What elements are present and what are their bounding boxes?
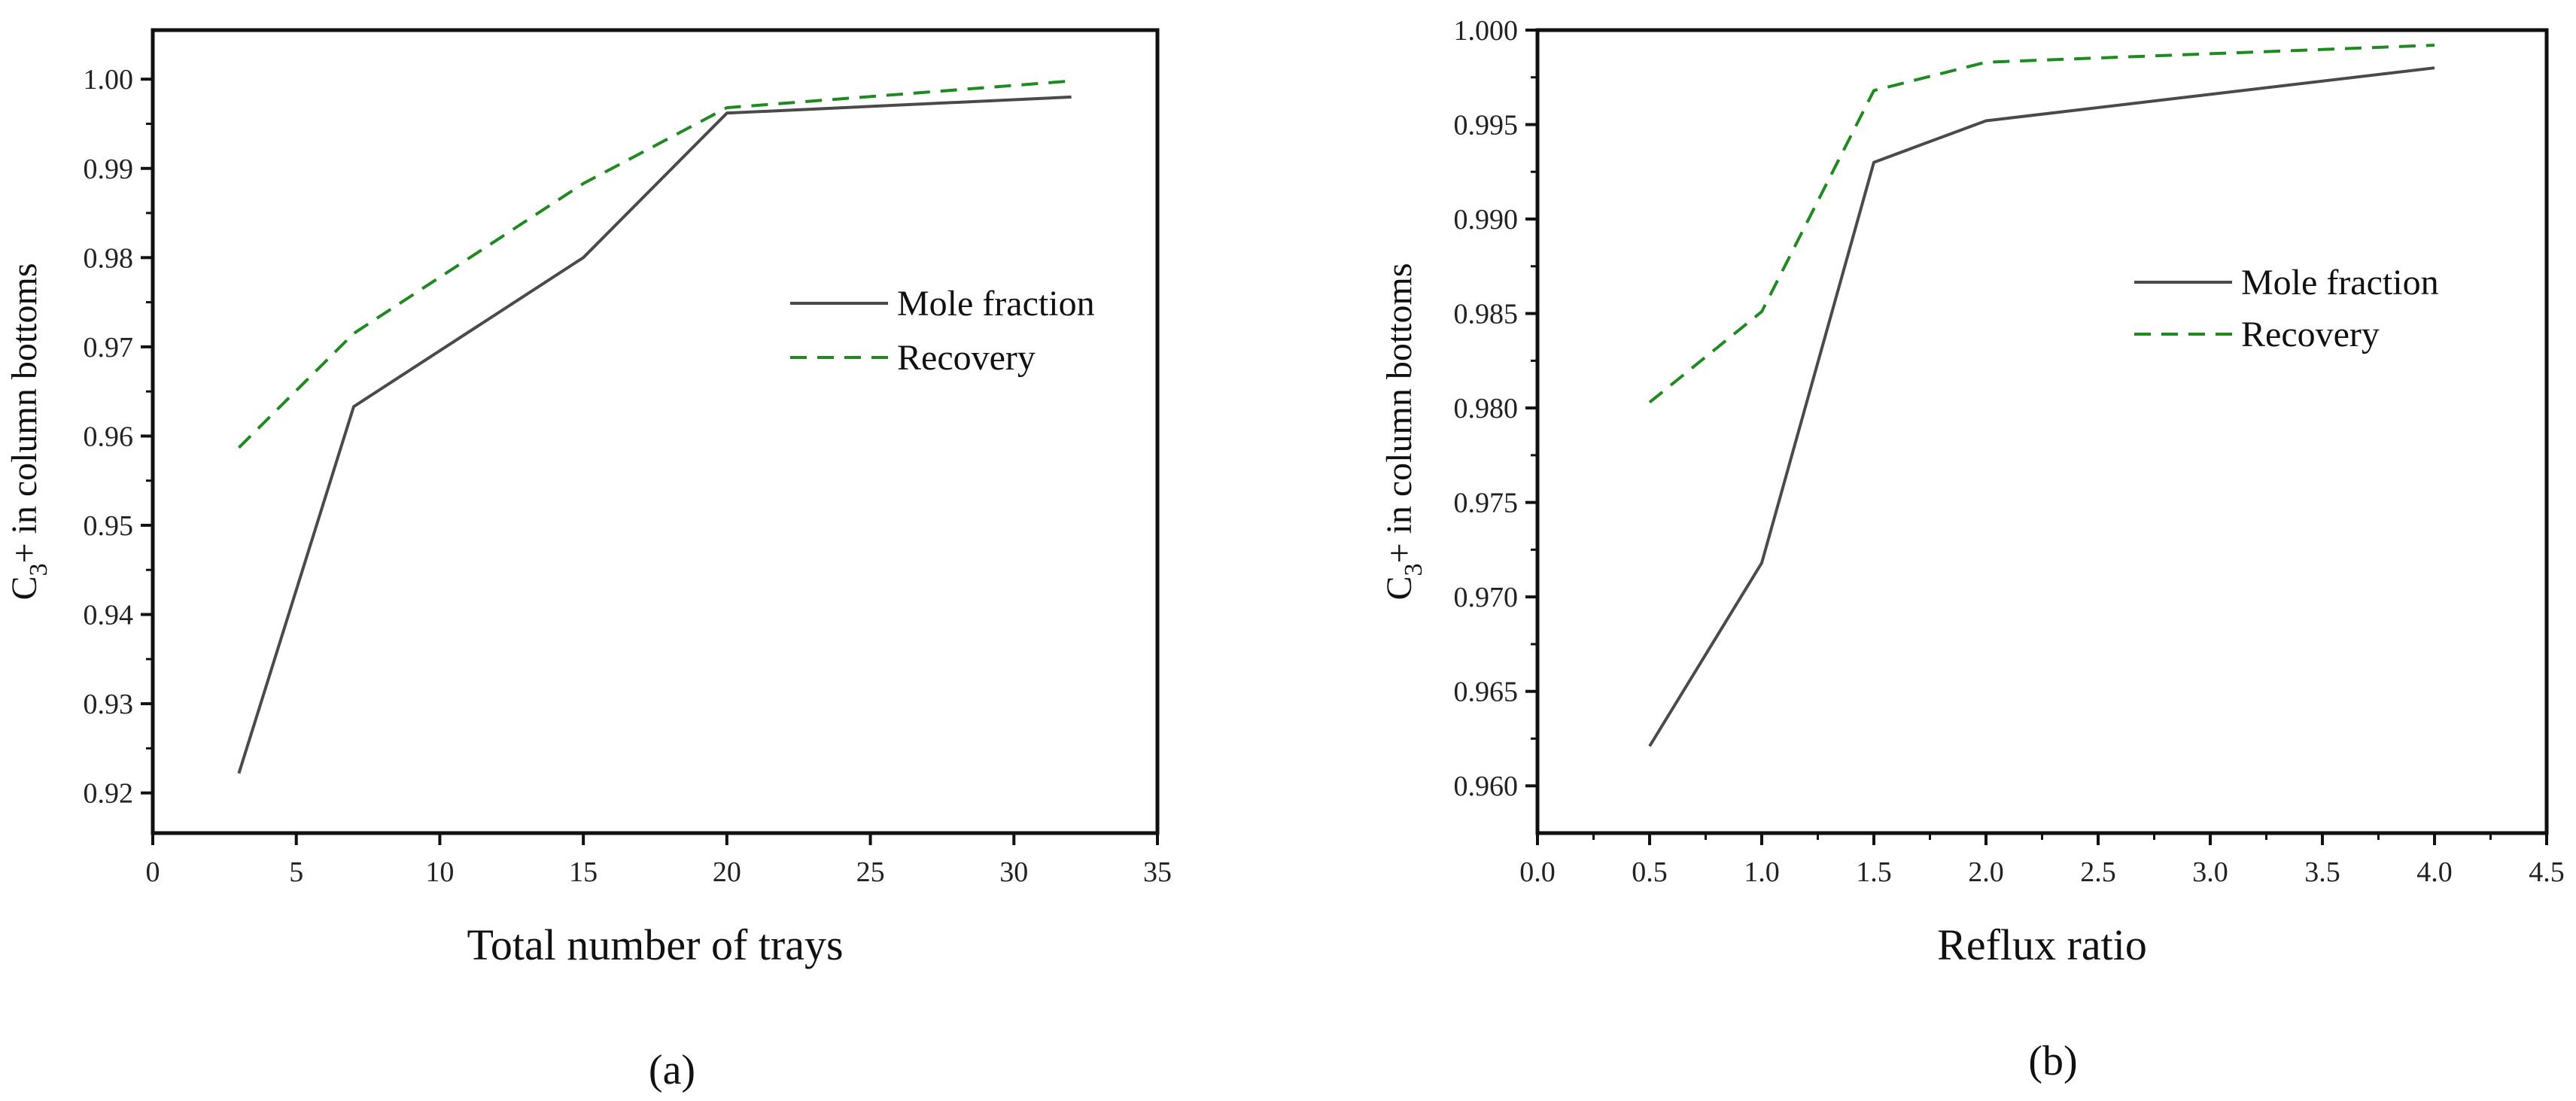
chart-b-y-tick-label-0: 0.960 bbox=[1454, 771, 1519, 802]
chart-a-y-tick-label-6: 0.98 bbox=[84, 242, 134, 274]
chart-b-marks bbox=[1648, 44, 2435, 747]
chart-b-legend: Mole fraction Recovery bbox=[2134, 263, 2439, 354]
chart-b-y-tick-label-4: 0.980 bbox=[1454, 393, 1519, 424]
chart-a-series-mole-fraction-line bbox=[237, 95, 1072, 774]
chart-a-marks bbox=[237, 79, 1072, 774]
chart-b-plot-frame bbox=[1535, 28, 2549, 835]
chart-b-x-tick-label-9: 4.5 bbox=[2529, 856, 2565, 888]
chart-b-y-tick-label-8: 1.000 bbox=[1454, 15, 1519, 47]
chart-panel-a: 0 5 10 15 20 25 30 35 0.92 0.93 0.94 0.95 0.96 0.97 0.… bbox=[5, 28, 1172, 1093]
chart-b-x-tick-label-6: 3.0 bbox=[2192, 856, 2228, 888]
chart-b-y-tick-label-3: 0.975 bbox=[1454, 488, 1519, 519]
chart-a-x-tick-label-7: 35 bbox=[1143, 856, 1172, 888]
chart-a-y-axis-title: C3+ in column bottoms bbox=[5, 263, 53, 600]
chart-a-ticks: 0 5 10 15 20 25 30 35 0.92 0.93 0.94 0.95 0.96 0.97 0.… bbox=[84, 64, 1172, 888]
chart-a-y-tick-label-1: 0.93 bbox=[84, 689, 134, 720]
chart-b-series-mole-fraction-line bbox=[1648, 66, 2435, 747]
chart-b-x-tick-label-4: 2.0 bbox=[1968, 856, 2004, 888]
chart-b-x-tick-label-2: 1.0 bbox=[1744, 856, 1780, 888]
chart-a-x-tick-label-4: 20 bbox=[713, 856, 741, 888]
chart-b-legend-mole-fraction-label: Mole fraction bbox=[2241, 263, 2439, 303]
chart-a-y-tick-label-3: 0.95 bbox=[84, 510, 134, 542]
chart-b-y-tick-label-7: 0.995 bbox=[1454, 110, 1519, 141]
chart-b-y-axis-title: C3+ in column bottoms bbox=[1379, 263, 1428, 600]
chart-a-y-tick-label-4: 0.96 bbox=[84, 421, 134, 452]
chart-b-y-axis-title-main: C bbox=[1379, 576, 1419, 601]
chart-a-x-tick-label-3: 15 bbox=[569, 856, 598, 888]
chart-b-x-tick-label-8: 4.0 bbox=[2416, 856, 2453, 888]
chart-b-y-axis-title-rest: + in column bottoms bbox=[1379, 263, 1419, 563]
chart-b-x-tick-label-5: 2.5 bbox=[2080, 856, 2116, 888]
chart-a-x-tick-label-6: 30 bbox=[999, 856, 1028, 888]
chart-a-series-recovery-line bbox=[237, 79, 1072, 449]
chart-a-x-tick-label-5: 25 bbox=[856, 856, 885, 888]
chart-b-x-axis-title: Reflux ratio bbox=[1937, 920, 2147, 969]
chart-a-y-tick-label-7: 0.99 bbox=[84, 154, 134, 185]
chart-a-y-axis-title-rest: + in column bottoms bbox=[5, 263, 44, 563]
chart-b-x-tick-label-7: 3.5 bbox=[2304, 856, 2340, 888]
chart-a-legend-recovery-label: Recovery bbox=[897, 338, 1036, 378]
chart-a-panel-label: (a) bbox=[649, 1047, 695, 1093]
chart-b-x-tick-label-0: 0.0 bbox=[1519, 856, 1556, 888]
chart-b-series-recovery-line bbox=[1648, 44, 2435, 404]
chart-b-y-axis-title-sub: 3 bbox=[1400, 564, 1428, 576]
chart-b-legend-recovery-label: Recovery bbox=[2241, 315, 2380, 354]
chart-a-y-axis-title-main: C bbox=[5, 576, 44, 601]
chart-a-y-tick-label-8: 1.00 bbox=[84, 64, 134, 96]
chart-a-x-tick-label-0: 0 bbox=[146, 856, 160, 888]
chart-b-y-tick-label-6: 0.990 bbox=[1454, 204, 1519, 236]
chart-a-y-tick-label-0: 0.92 bbox=[84, 778, 134, 810]
chart-a-x-axis-title: Total number of trays bbox=[467, 920, 843, 969]
chart-a-legend: Mole fraction Recovery bbox=[790, 284, 1095, 378]
chart-a-y-tick-label-5: 0.97 bbox=[84, 332, 134, 363]
chart-b-y-tick-label-1: 0.965 bbox=[1454, 677, 1519, 708]
chart-a-plot-frame bbox=[151, 28, 1160, 835]
chart-a-y-tick-label-2: 0.94 bbox=[84, 600, 134, 631]
chart-a-x-tick-label-2: 10 bbox=[425, 856, 454, 888]
chart-a-x-tick-label-1: 5 bbox=[289, 856, 303, 888]
chart-b-y-tick-label-2: 0.970 bbox=[1454, 582, 1519, 613]
chart-b-x-tick-label-1: 0.5 bbox=[1632, 856, 1668, 888]
chart-b-ticks: 0.0 0.5 1.0 1.5 2.0 2.5 3.0 3.5 4.0 4.5 0.960 0.965… bbox=[1454, 15, 2565, 888]
chart-a-y-axis-title-sub: 3 bbox=[25, 564, 53, 576]
chart-b-panel-label: (b) bbox=[2028, 1038, 2077, 1084]
chart-b-y-tick-label-5: 0.985 bbox=[1454, 299, 1519, 330]
chart-a-legend-mole-fraction-label: Mole fraction bbox=[897, 284, 1095, 324]
chart-panel-b: 0.0 0.5 1.0 1.5 2.0 2.5 3.0 3.5 4.0 4.5 0.960 0.965… bbox=[1379, 15, 2565, 1084]
chart-b-x-tick-label-3: 1.5 bbox=[1856, 856, 1892, 888]
